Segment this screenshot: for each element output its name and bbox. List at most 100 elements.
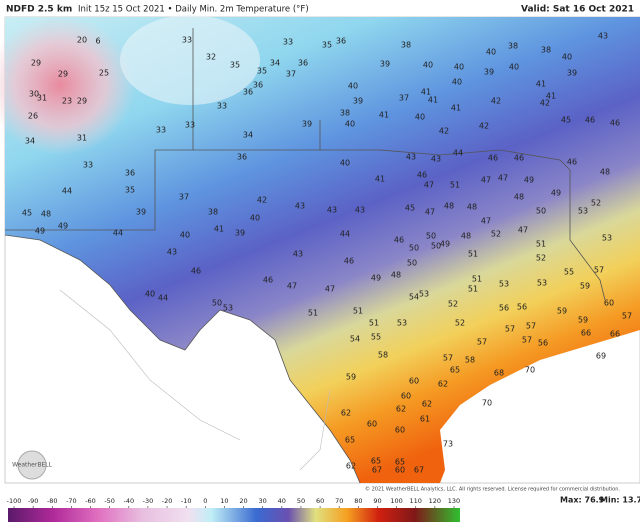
temperature-label: 50 [426,232,436,241]
temperature-label: 54 [350,335,360,344]
temperature-label: 41 [214,225,224,234]
temperature-label: 46 [191,267,201,276]
temperature-label: 62 [341,409,351,418]
temperature-label: 36 [336,37,346,46]
colorbar-tick-label: -100 [7,497,22,505]
temperature-label: 62 [422,400,432,409]
temperature-label: 48 [467,203,477,212]
temperature-label: 48 [41,210,51,219]
temperature-label: 41 [536,80,546,89]
valid-time: Valid: Sat 16 Oct 2021 [521,5,634,15]
temperature-label: 41 [428,96,438,105]
colorbar-tick-label: 0 [203,497,207,505]
temperature-label: 40 [340,159,350,168]
temperature-label: 59 [580,282,590,291]
temperature-label: 50 [407,259,417,268]
temperature-label: 29 [31,59,41,68]
temperature-label: 57 [622,312,632,321]
temperature-label: 73 [443,440,453,449]
colorbar-tick-label: 10 [220,497,228,505]
colorbar-tick-label: 20 [239,497,247,505]
temperature-label: 33 [156,126,166,135]
temperature-label: 49 [440,240,450,249]
temperature-label: 44 [62,187,72,196]
temperature-label: 50 [212,299,222,308]
colorbar-tick-label: 90 [373,497,381,505]
temperature-label: 40 [454,63,464,72]
temperature-label: 42 [439,127,449,136]
temperature-label: 58 [465,356,475,365]
temperature-label: 31 [37,94,47,103]
temperature-label: 47 [287,282,297,291]
title: NDFD 2.5 km [6,5,72,15]
temperature-label: 46 [417,171,427,180]
temperature-label: 29 [77,97,87,106]
temperature-label: 40 [348,82,358,91]
temperature-label: 29 [58,70,68,79]
temperature-label: 38 [208,208,218,217]
temperature-label: 52 [455,319,465,328]
temperature-label: 60 [401,392,411,401]
temperature-label: 36 [125,169,135,178]
rio-grande [4,234,361,484]
colorbar-tick-label: 30 [259,497,267,505]
temperature-label: 47 [498,174,508,183]
temperature-label: 37 [179,193,189,202]
temperature-label: 39 [567,69,577,78]
colorbar-tick-label: -70 [66,497,77,505]
temperature-label: 69 [596,352,606,361]
temperature-label: 46 [263,276,273,285]
temperature-label: 39 [484,68,494,77]
temperature-label: 38 [340,109,350,118]
temperature-label: 51 [450,181,460,190]
temperature-label: 54 [409,293,419,302]
temperature-label: 66 [581,329,591,338]
temperature-label: 40 [423,61,433,70]
temperature-label: 39 [302,120,312,129]
temperature-label: 40 [145,290,155,299]
temperature-label: 30 [29,90,39,99]
temperature-label: 53 [397,319,407,328]
temperature-label: 65 [450,366,460,375]
temperature-label: 57 [477,338,487,347]
temperature-label: 43 [598,32,608,41]
temperature-label: 46 [585,116,595,125]
temperature-label: 36 [243,88,253,97]
temperature-label: 48 [600,168,610,177]
temperature-label: 46 [344,257,354,266]
colorbar-tick-label: -50 [104,497,115,505]
temperature-label: 40 [509,63,519,72]
temperature-label: 42 [479,122,489,131]
temperature-label: 60 [409,377,419,386]
temperature-label: 23 [62,97,72,106]
temperature-label: 44 [453,149,463,158]
temperature-label: 50 [431,242,441,251]
max-value: Max: 76.9 [560,496,605,505]
temperature-label: 47 [325,285,335,294]
mexico-borders [59,289,331,471]
temperature-label: 57 [522,336,532,345]
temperature-label: 66 [610,330,620,339]
temperature-label: 33 [185,121,195,130]
temperature-label: 62 [346,462,356,471]
temperature-label: 55 [371,333,381,342]
temperature-label: 31 [77,134,87,143]
temperature-label: 47 [481,217,491,226]
temperature-label: 34 [25,137,35,146]
temperature-label: 59 [557,307,567,316]
state-borders [5,28,606,301]
temperature-label: 62 [396,405,406,414]
temperature-label: 35 [257,67,267,76]
temperature-field [5,17,640,483]
temperature-label: 52 [448,300,458,309]
temperature-label: 60 [367,420,377,429]
temperature-label: 37 [399,94,409,103]
logo-badge [17,450,47,480]
temperature-label: 47 [518,226,528,235]
temperature-label: 48 [391,271,401,280]
temperature-label: 33 [83,161,93,170]
temperature-label: 56 [538,339,548,348]
temperature-label: 42 [540,99,550,108]
